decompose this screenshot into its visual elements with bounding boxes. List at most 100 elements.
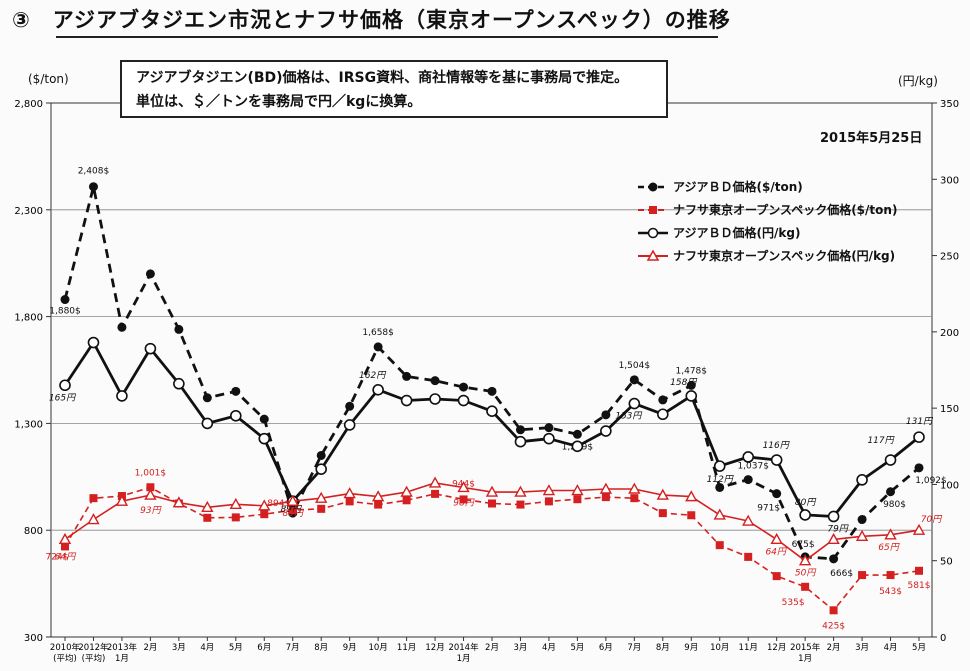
data-point-s3-6 xyxy=(229,497,242,509)
data-point-s3-12 xyxy=(400,485,413,497)
data-point-s0-9 xyxy=(316,450,326,460)
data-label-s2-11: 162円 xyxy=(359,371,386,381)
x-tick-label: 5月 xyxy=(229,643,243,653)
data-label-s3-26: 50円 xyxy=(795,569,816,579)
data-point-s0-18 xyxy=(572,429,582,439)
data-point-s2-10 xyxy=(343,419,356,431)
x-tick-label: 2月 xyxy=(485,643,499,653)
data-point-s1-11 xyxy=(374,500,383,509)
data-point-s1-13 xyxy=(431,489,440,498)
data-point-s2-23 xyxy=(713,460,726,472)
legend-label-naphtha-usd: ナフサ東京オープンスペック価格($/ton) xyxy=(673,203,898,217)
data-point-s0-16 xyxy=(515,425,525,435)
data-point-s3-20 xyxy=(628,482,641,494)
data-point-s0-20 xyxy=(629,375,639,385)
data-point-s2-18 xyxy=(571,440,584,453)
x-tick-label: 2012年 xyxy=(78,642,109,653)
right-tick-label: 200 xyxy=(940,328,959,339)
data-point-s0-29 xyxy=(886,487,896,497)
data-point-s1-30 xyxy=(915,566,923,575)
x-tick-label: 1月 xyxy=(457,654,471,664)
data-label-s1-0: 724$ xyxy=(46,552,69,562)
data-point-s2-1 xyxy=(87,336,100,349)
data-point-s2-15 xyxy=(486,405,498,417)
data-point-s1-7 xyxy=(260,510,269,519)
data-label-s0-22: 1,478$ xyxy=(676,366,708,376)
data-point-s2-25 xyxy=(770,454,783,466)
x-tick-label: 3月 xyxy=(514,643,528,653)
data-label-s0-1: 2,408$ xyxy=(78,167,110,177)
data-point-s2-4 xyxy=(173,377,185,390)
data-point-s1-16 xyxy=(516,500,525,509)
data-point-s3-8 xyxy=(286,494,299,506)
data-point-s0-24 xyxy=(743,475,753,485)
data-point-s0-30 xyxy=(914,463,924,473)
data-point-s1-10 xyxy=(345,497,354,506)
x-tick-label: 11月 xyxy=(397,643,416,653)
left-tick-label: 1,300 xyxy=(14,419,43,430)
chart-date: 2015年5月25日 xyxy=(820,131,923,146)
data-point-s3-29 xyxy=(884,528,897,540)
legend-swatch-naphtha-usd xyxy=(638,206,668,214)
data-point-s1-28 xyxy=(858,571,867,580)
data-point-s0-1 xyxy=(88,182,98,192)
data-label-s2-27: 79円 xyxy=(827,524,848,534)
data-point-s3-30 xyxy=(912,523,926,535)
x-tick-label: 4月 xyxy=(200,643,214,653)
data-point-s2-3 xyxy=(144,342,157,355)
title-underline xyxy=(56,36,718,38)
data-point-s3-2 xyxy=(115,494,129,506)
x-tick-label: 8月 xyxy=(656,643,670,653)
legend-label-naphtha-yen: ナフサ東京オープンスペック価格(円/kg) xyxy=(673,249,896,263)
data-point-s1-12 xyxy=(402,496,411,505)
data-point-s2-22 xyxy=(685,390,698,402)
data-label-s0-26: 675$ xyxy=(792,540,815,550)
legend-label-bd-usd: アジアＢＤ価格($/ton) xyxy=(673,180,803,194)
data-point-s3-19 xyxy=(599,482,613,494)
data-point-s3-23 xyxy=(713,508,726,520)
x-tick-label: 2015年 xyxy=(790,642,821,653)
left-tick-label: 800 xyxy=(24,526,43,537)
data-point-s3-10 xyxy=(343,487,356,499)
data-point-s0-3 xyxy=(145,269,155,279)
data-point-s1-1 xyxy=(89,494,98,503)
data-point-s0-15 xyxy=(487,386,497,396)
x-tick-label: 2月 xyxy=(827,643,841,653)
data-label-s3-29: 65円 xyxy=(878,543,899,553)
data-point-s2-20 xyxy=(628,397,641,410)
x-tick-label: 1月 xyxy=(798,654,812,664)
right-tick-label: 300 xyxy=(940,175,959,186)
data-point-s3-27 xyxy=(827,532,840,545)
data-point-s3-17 xyxy=(542,484,556,496)
data-label-s0-11: 1,658$ xyxy=(362,328,394,338)
data-point-s0-12 xyxy=(402,371,412,381)
data-point-s3-0 xyxy=(58,532,72,545)
data-label-s1-30: 581$ xyxy=(908,581,931,591)
right-tick-label: 100 xyxy=(940,480,959,491)
data-point-s1-23 xyxy=(715,541,724,550)
data-label-s3-14: 98円 xyxy=(453,498,474,508)
data-point-s1-22 xyxy=(687,511,696,520)
x-tick-label: 3月 xyxy=(172,643,186,653)
data-point-s2-21 xyxy=(656,408,669,421)
data-point-s0-21 xyxy=(658,395,668,405)
data-label-s1-3: 1,001$ xyxy=(135,468,167,478)
data-point-s2-12 xyxy=(400,394,413,407)
data-point-s0-14 xyxy=(459,382,469,392)
page-title: ③ アジアブタジエン市況とナフサ価格（東京オープンスペック）の推移 xyxy=(12,8,731,32)
x-tick-label: 12月 xyxy=(425,643,444,653)
data-point-s0-19 xyxy=(601,410,611,420)
right-tick-label: 350 xyxy=(940,99,959,110)
data-point-s3-9 xyxy=(315,491,328,503)
data-point-s2-13 xyxy=(429,393,441,405)
x-tick-label: 11月 xyxy=(739,643,758,653)
data-point-s2-2 xyxy=(116,390,128,402)
left-tick-label: 2,800 xyxy=(14,99,43,110)
data-label-s0-30: 1,092$ xyxy=(915,476,947,486)
data-label-s0-20: 1,504$ xyxy=(619,361,651,371)
data-label-s3-0: 64円 xyxy=(55,552,76,562)
data-label-s1-29: 543$ xyxy=(879,587,902,597)
legend-swatch-bd-yen xyxy=(638,227,668,239)
data-point-s0-28 xyxy=(857,515,867,525)
